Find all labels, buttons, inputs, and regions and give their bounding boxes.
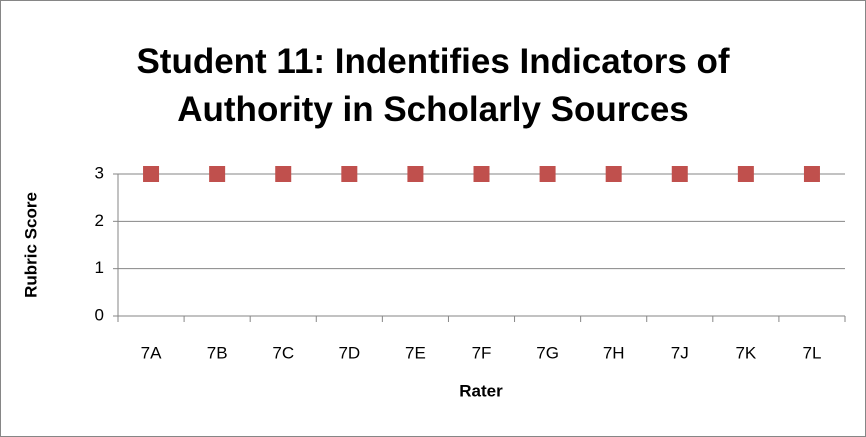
- marker: [275, 166, 292, 182]
- y-tick-label: 1: [95, 258, 104, 277]
- x-tick-label: 7G: [536, 343, 559, 362]
- marker: [341, 166, 358, 182]
- marker: [803, 166, 820, 182]
- x-tick-label: 7A: [141, 343, 162, 362]
- x-tick-label: 7K: [735, 343, 756, 362]
- marker: [539, 166, 556, 182]
- marker: [143, 166, 160, 182]
- marker: [407, 166, 424, 182]
- x-tick-label: 7D: [338, 343, 360, 362]
- y-tick-label: 2: [95, 211, 104, 230]
- y-tick-label: 3: [95, 163, 104, 182]
- marker: [605, 166, 622, 182]
- marker: [209, 166, 226, 182]
- marker: [737, 166, 754, 182]
- x-tick-label: 7B: [207, 343, 228, 362]
- marker: [473, 166, 490, 182]
- marker: [671, 166, 688, 182]
- chart-title: Student 11: Indentifies Indicators of Au…: [136, 42, 730, 129]
- y-tick-label: 0: [95, 305, 104, 324]
- x-tick-label: 7F: [472, 343, 492, 362]
- x-tick-label: 7C: [272, 343, 294, 362]
- x-tick-label: 7E: [405, 343, 426, 362]
- y-axis-label: Rubric Score: [21, 192, 40, 298]
- x-tick-label: 7L: [802, 343, 821, 362]
- x-axis-label: Rater: [459, 381, 503, 400]
- x-tick-label: 7J: [671, 343, 689, 362]
- x-tick-label: 7H: [603, 343, 625, 362]
